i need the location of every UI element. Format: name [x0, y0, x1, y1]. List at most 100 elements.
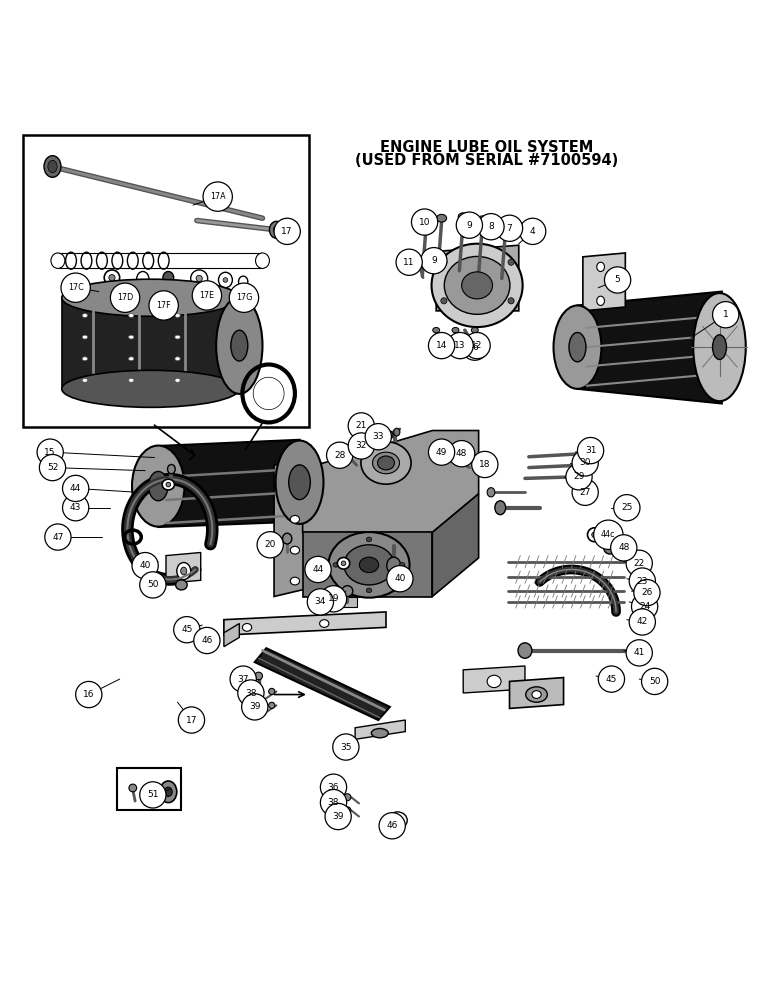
- Text: 45: 45: [606, 675, 617, 684]
- Ellipse shape: [109, 275, 115, 281]
- Ellipse shape: [597, 296, 604, 305]
- Ellipse shape: [148, 471, 168, 501]
- Text: 24: 24: [639, 602, 650, 611]
- Text: 23: 23: [637, 577, 648, 586]
- Text: 30: 30: [580, 458, 591, 467]
- Text: 11: 11: [404, 258, 415, 267]
- Circle shape: [387, 566, 413, 592]
- Text: 29: 29: [574, 472, 584, 481]
- Ellipse shape: [137, 271, 149, 287]
- Text: 38: 38: [328, 798, 339, 807]
- Text: 46: 46: [387, 821, 398, 830]
- Circle shape: [520, 218, 546, 244]
- Circle shape: [629, 568, 655, 594]
- Ellipse shape: [256, 253, 269, 268]
- Text: 41: 41: [634, 648, 645, 657]
- Circle shape: [192, 281, 222, 310]
- Ellipse shape: [508, 298, 514, 304]
- Ellipse shape: [579, 461, 587, 470]
- Ellipse shape: [231, 330, 248, 361]
- Ellipse shape: [168, 464, 175, 474]
- Ellipse shape: [289, 465, 310, 500]
- Text: 50: 50: [147, 580, 158, 589]
- Ellipse shape: [587, 528, 601, 542]
- Circle shape: [642, 668, 668, 695]
- Text: 15: 15: [45, 448, 56, 457]
- Circle shape: [61, 273, 90, 302]
- Ellipse shape: [693, 293, 746, 401]
- Text: 16: 16: [83, 690, 94, 699]
- Polygon shape: [274, 455, 317, 596]
- Ellipse shape: [439, 451, 445, 458]
- Ellipse shape: [387, 431, 393, 439]
- FancyBboxPatch shape: [117, 768, 181, 810]
- Polygon shape: [224, 612, 386, 635]
- Ellipse shape: [454, 456, 460, 463]
- Ellipse shape: [160, 781, 177, 803]
- Text: 44: 44: [313, 565, 323, 574]
- Text: 52: 52: [47, 463, 58, 472]
- Circle shape: [132, 552, 158, 579]
- Circle shape: [572, 479, 598, 505]
- Ellipse shape: [591, 532, 598, 537]
- Text: 19: 19: [328, 594, 339, 603]
- Text: 34: 34: [315, 597, 326, 606]
- Text: 17C: 17C: [68, 283, 83, 292]
- Ellipse shape: [508, 259, 514, 265]
- Text: 31: 31: [585, 446, 596, 455]
- Ellipse shape: [462, 272, 493, 299]
- Ellipse shape: [191, 270, 208, 287]
- Ellipse shape: [177, 563, 191, 580]
- Text: 48: 48: [618, 543, 629, 552]
- Ellipse shape: [269, 688, 275, 695]
- Text: 10: 10: [419, 218, 430, 227]
- Ellipse shape: [174, 357, 180, 361]
- Circle shape: [478, 214, 504, 240]
- Polygon shape: [355, 720, 405, 739]
- Ellipse shape: [128, 357, 134, 361]
- Circle shape: [629, 609, 655, 635]
- Circle shape: [307, 589, 334, 615]
- Circle shape: [194, 627, 220, 654]
- FancyBboxPatch shape: [326, 597, 357, 607]
- Polygon shape: [303, 532, 432, 596]
- Ellipse shape: [218, 272, 232, 288]
- Circle shape: [614, 495, 640, 521]
- Ellipse shape: [333, 563, 338, 567]
- Circle shape: [63, 475, 89, 502]
- Ellipse shape: [328, 532, 409, 598]
- Text: 48: 48: [456, 449, 467, 458]
- Polygon shape: [62, 298, 239, 389]
- Text: 50: 50: [649, 677, 660, 686]
- Ellipse shape: [604, 542, 616, 554]
- Ellipse shape: [487, 488, 495, 497]
- Ellipse shape: [436, 214, 446, 222]
- Ellipse shape: [223, 278, 228, 282]
- Ellipse shape: [569, 332, 586, 362]
- Circle shape: [594, 520, 623, 549]
- Ellipse shape: [441, 259, 447, 265]
- Text: 26: 26: [642, 588, 652, 597]
- Circle shape: [626, 550, 652, 576]
- Ellipse shape: [82, 314, 87, 317]
- Text: 27: 27: [580, 488, 591, 497]
- Ellipse shape: [526, 687, 547, 702]
- Circle shape: [149, 291, 178, 320]
- Circle shape: [203, 182, 232, 211]
- Ellipse shape: [344, 794, 350, 801]
- Ellipse shape: [713, 335, 726, 359]
- Ellipse shape: [290, 481, 300, 488]
- Ellipse shape: [444, 256, 510, 314]
- Circle shape: [577, 437, 604, 464]
- Ellipse shape: [432, 244, 523, 327]
- Circle shape: [626, 640, 652, 666]
- Ellipse shape: [273, 226, 279, 234]
- Ellipse shape: [344, 807, 350, 814]
- Circle shape: [631, 593, 658, 620]
- Polygon shape: [224, 624, 239, 647]
- Ellipse shape: [597, 262, 604, 271]
- Text: 9: 9: [431, 256, 437, 265]
- Text: 17: 17: [282, 227, 293, 236]
- Ellipse shape: [82, 357, 87, 361]
- Text: 5: 5: [615, 275, 621, 284]
